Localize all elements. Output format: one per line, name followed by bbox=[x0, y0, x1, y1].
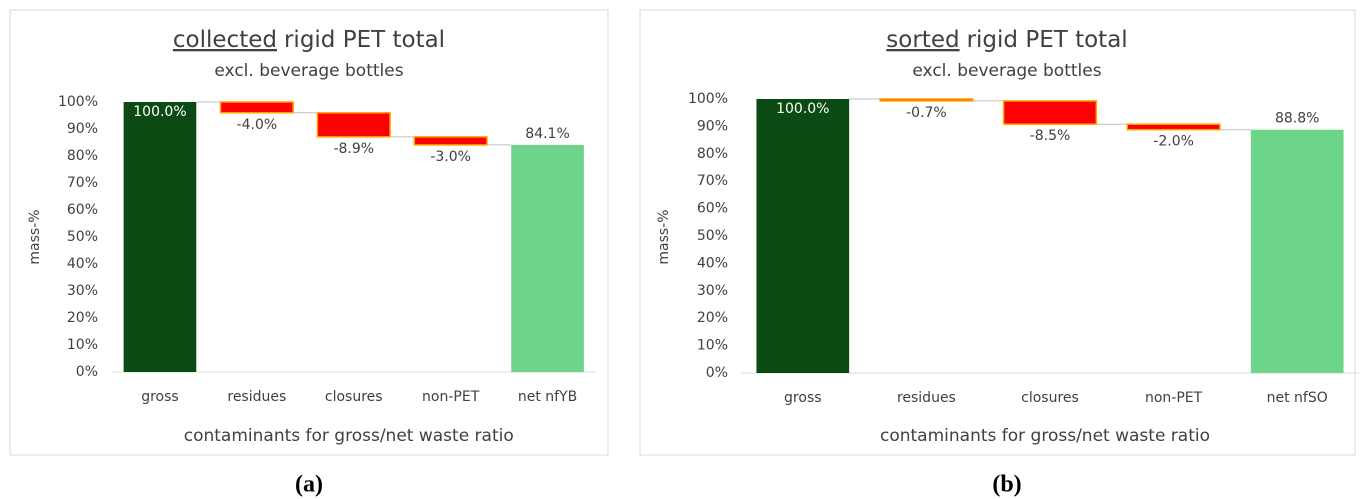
value-label: 100.0% bbox=[776, 101, 829, 117]
value-label: -4.0% bbox=[237, 117, 278, 133]
y-tick-label: 40% bbox=[697, 255, 728, 271]
x-tick-label: closures bbox=[325, 389, 383, 405]
x-tick-label: gross bbox=[141, 389, 179, 405]
x-tick-label: non-PET bbox=[422, 389, 480, 405]
y-tick-label: 50% bbox=[697, 228, 728, 244]
y-tick-label: 90% bbox=[697, 118, 728, 134]
x-tick-label: net nfYB bbox=[518, 389, 577, 405]
y-tick-label: 70% bbox=[67, 175, 98, 191]
bar bbox=[413, 136, 488, 146]
title-emphasis: collected bbox=[173, 27, 277, 53]
x-axis-label: contaminants for gross/net waste ratio bbox=[184, 426, 514, 446]
panel-caption: (a) bbox=[295, 472, 323, 498]
y-tick-label: 80% bbox=[67, 148, 98, 164]
title-rest: rigid PET total bbox=[967, 27, 1128, 53]
value-label: -3.0% bbox=[430, 149, 471, 165]
y-tick-label: 40% bbox=[67, 256, 98, 272]
y-tick-label: 10% bbox=[697, 338, 728, 354]
value-label: 100.0% bbox=[133, 104, 186, 120]
y-tick-label: 20% bbox=[697, 310, 728, 326]
y-tick-label: 50% bbox=[67, 229, 98, 245]
panel-frame bbox=[9, 9, 609, 456]
y-tick-label: 90% bbox=[67, 121, 98, 137]
value-label: 84.1% bbox=[525, 126, 569, 142]
bar bbox=[123, 102, 197, 372]
chart-subtitle: excl. beverage bottles bbox=[912, 61, 1101, 81]
x-tick-label: closures bbox=[1021, 390, 1079, 406]
title-emphasis: sorted bbox=[886, 27, 959, 53]
y-axis-label: mass-% bbox=[27, 209, 43, 264]
bar bbox=[1126, 123, 1221, 131]
value-label: 88.8% bbox=[1275, 111, 1319, 127]
bar bbox=[756, 99, 850, 373]
y-tick-label: 30% bbox=[697, 283, 728, 299]
bar bbox=[316, 112, 391, 138]
chart-title: collected rigid PET total bbox=[173, 27, 445, 53]
x-tick-label: residues bbox=[227, 389, 286, 405]
bar bbox=[1002, 100, 1098, 125]
y-tick-label: 60% bbox=[67, 202, 98, 218]
x-tick-label: gross bbox=[784, 390, 822, 406]
panel-frame bbox=[639, 9, 1356, 456]
value-label: -2.0% bbox=[1153, 134, 1194, 150]
chart-subtitle: excl. beverage bottles bbox=[214, 61, 403, 81]
x-tick-label: residues bbox=[897, 390, 956, 406]
panel-caption: (b) bbox=[992, 472, 1021, 498]
y-tick-label: 100% bbox=[688, 91, 728, 107]
y-tick-label: 60% bbox=[697, 201, 728, 217]
value-label: -8.5% bbox=[1030, 128, 1071, 144]
chart-title: sorted rigid PET total bbox=[886, 27, 1127, 53]
y-tick-label: 0% bbox=[76, 364, 98, 380]
x-tick-label: non-PET bbox=[1145, 390, 1203, 406]
y-tick-label: 80% bbox=[697, 146, 728, 162]
x-axis-label: contaminants for gross/net waste ratio bbox=[880, 426, 1210, 446]
y-tick-label: 100% bbox=[58, 94, 98, 110]
y-tick-label: 30% bbox=[67, 283, 98, 299]
x-tick-label: net nfSO bbox=[1267, 390, 1328, 406]
bar bbox=[1250, 129, 1344, 373]
y-tick-label: 0% bbox=[706, 365, 728, 381]
y-tick-label: 10% bbox=[67, 337, 98, 353]
y-tick-label: 20% bbox=[67, 310, 98, 326]
y-axis-label: mass-% bbox=[656, 209, 672, 264]
bar bbox=[219, 101, 294, 114]
value-label: -8.9% bbox=[333, 141, 374, 157]
bar bbox=[879, 98, 974, 102]
title-rest: rigid PET total bbox=[284, 27, 445, 53]
y-tick-label: 70% bbox=[697, 173, 728, 189]
value-label: -0.7% bbox=[906, 105, 947, 121]
bar bbox=[511, 144, 584, 372]
